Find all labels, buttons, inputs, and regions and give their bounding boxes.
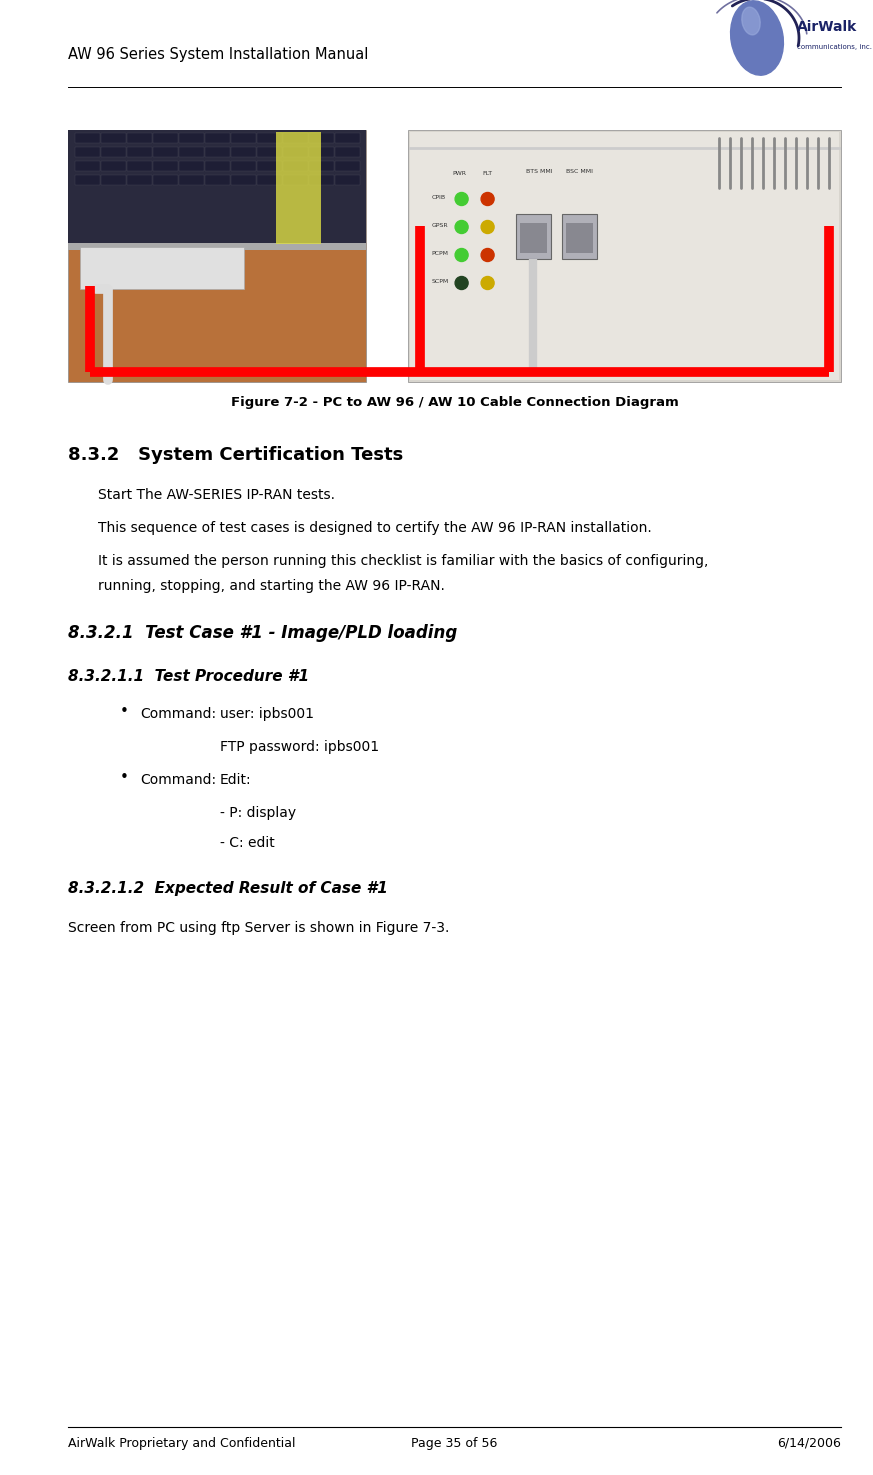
Bar: [334, 176, 360, 184]
Text: 8.3.2   System Certification Tests: 8.3.2 System Certification Tests: [68, 445, 403, 465]
Bar: [101, 148, 126, 156]
Bar: [205, 176, 230, 184]
Text: •: •: [120, 704, 129, 718]
Bar: [257, 176, 282, 184]
Text: running, stopping, and starting the AW 96 IP-RAN.: running, stopping, and starting the AW 9…: [98, 580, 445, 593]
Bar: [257, 161, 282, 171]
Text: 8.3.2.1  Test Case #1 - Image/PLD loading: 8.3.2.1 Test Case #1 - Image/PLD loading: [68, 624, 457, 642]
Bar: [257, 148, 282, 156]
Bar: [153, 161, 178, 171]
Bar: [101, 133, 126, 143]
Bar: [309, 161, 333, 171]
Circle shape: [481, 276, 494, 289]
Bar: [283, 148, 307, 156]
Bar: [566, 223, 593, 254]
Text: FTP password: ipbs001: FTP password: ipbs001: [220, 740, 379, 754]
Bar: [75, 176, 100, 184]
Circle shape: [455, 248, 468, 261]
Text: PWR: PWR: [452, 171, 466, 176]
Bar: [230, 176, 256, 184]
Text: user: ipbs001: user: ipbs001: [220, 707, 314, 721]
Bar: [230, 133, 256, 143]
Bar: [409, 131, 839, 381]
Text: - C: edit: - C: edit: [220, 836, 275, 850]
Text: 8.3.2.1.1  Test Procedure #1: 8.3.2.1.1 Test Procedure #1: [68, 670, 309, 684]
Text: Edit:: Edit:: [220, 773, 251, 788]
Bar: [334, 133, 360, 143]
Bar: [101, 161, 126, 171]
Bar: [283, 133, 307, 143]
Text: Command:: Command:: [140, 773, 217, 788]
Text: Page 35 of 56: Page 35 of 56: [411, 1437, 498, 1450]
Bar: [205, 148, 230, 156]
Bar: [309, 133, 333, 143]
Bar: [408, 130, 841, 382]
Text: Start The AW-SERIES IP-RAN tests.: Start The AW-SERIES IP-RAN tests.: [98, 488, 335, 502]
Bar: [127, 148, 152, 156]
Text: PCPM: PCPM: [431, 251, 449, 257]
Bar: [334, 161, 360, 171]
Text: communications, inc.: communications, inc.: [797, 44, 872, 50]
Text: •: •: [120, 770, 129, 785]
Text: CPIB: CPIB: [431, 195, 446, 201]
Bar: [561, 214, 596, 260]
Bar: [75, 133, 100, 143]
Bar: [179, 161, 203, 171]
Bar: [80, 246, 244, 289]
Text: 6/14/2006: 6/14/2006: [777, 1437, 841, 1450]
Circle shape: [455, 193, 468, 205]
Bar: [179, 133, 203, 143]
Text: AirWalk Proprietary and Confidential: AirWalk Proprietary and Confidential: [68, 1437, 295, 1450]
Text: - P: display: - P: display: [220, 805, 296, 820]
Circle shape: [481, 220, 494, 233]
Bar: [283, 161, 307, 171]
Bar: [127, 161, 152, 171]
Bar: [153, 176, 178, 184]
Text: 8.3.2.1.2  Expected Result of Case #1: 8.3.2.1.2 Expected Result of Case #1: [68, 881, 388, 895]
Bar: [153, 133, 178, 143]
Bar: [179, 148, 203, 156]
Bar: [230, 148, 256, 156]
Text: BTS MMI: BTS MMI: [526, 170, 553, 174]
Text: BSC MMI: BSC MMI: [566, 170, 593, 174]
Bar: [519, 223, 546, 254]
Text: Screen from PC using ftp Server is shown in Figure 7-3.: Screen from PC using ftp Server is shown…: [68, 920, 450, 935]
Bar: [205, 161, 230, 171]
Ellipse shape: [742, 7, 760, 35]
Text: FLT: FLT: [483, 171, 492, 176]
Bar: [257, 133, 282, 143]
Bar: [68, 130, 366, 246]
Bar: [127, 176, 152, 184]
Bar: [75, 161, 100, 171]
Bar: [153, 148, 178, 156]
Text: GPSR: GPSR: [431, 223, 448, 229]
Bar: [283, 176, 307, 184]
Circle shape: [481, 248, 494, 261]
Text: AW 96 Series System Installation Manual: AW 96 Series System Installation Manual: [68, 47, 368, 62]
Circle shape: [455, 276, 468, 289]
Text: AirWalk: AirWalk: [797, 21, 857, 34]
Text: This sequence of test cases is designed to certify the AW 96 IP-RAN installation: This sequence of test cases is designed …: [98, 521, 652, 535]
Bar: [68, 243, 366, 249]
Text: It is assumed the person running this checklist is familiar with the basics of c: It is assumed the person running this ch…: [98, 555, 708, 568]
Bar: [334, 148, 360, 156]
Bar: [277, 131, 321, 243]
Circle shape: [455, 220, 468, 233]
Bar: [101, 176, 126, 184]
Text: Command:: Command:: [140, 707, 217, 721]
Bar: [309, 176, 333, 184]
Bar: [230, 161, 256, 171]
Text: Figure 7-2 - PC to AW 96 / AW 10 Cable Connection Diagram: Figure 7-2 - PC to AW 96 / AW 10 Cable C…: [230, 395, 678, 409]
Bar: [205, 133, 230, 143]
Bar: [516, 214, 551, 260]
Bar: [68, 130, 366, 382]
Text: SCPM: SCPM: [431, 279, 449, 285]
Bar: [75, 148, 100, 156]
Ellipse shape: [731, 1, 783, 75]
Circle shape: [481, 193, 494, 205]
Bar: [127, 133, 152, 143]
Bar: [179, 176, 203, 184]
Bar: [309, 148, 333, 156]
